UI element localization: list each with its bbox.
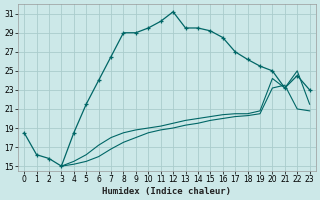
- X-axis label: Humidex (Indice chaleur): Humidex (Indice chaleur): [102, 187, 231, 196]
